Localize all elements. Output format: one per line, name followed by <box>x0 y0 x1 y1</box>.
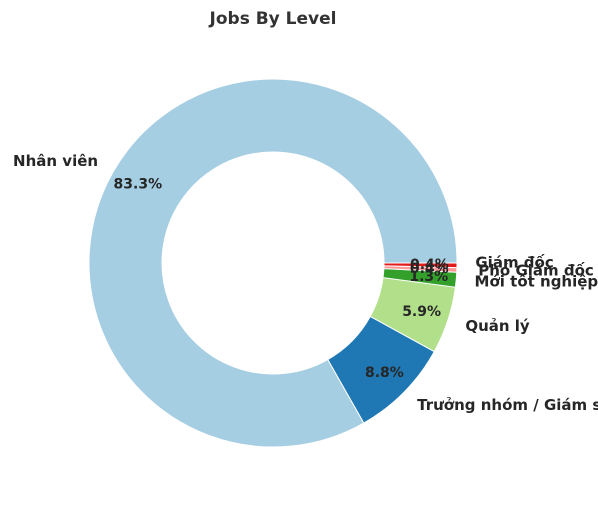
pct-label-quan-ly: 5.9% <box>402 304 441 320</box>
percent-labels-group: 83.3% 8.8% 5.9% 1.3%0.4%0.4% <box>114 176 449 381</box>
slice-nhan-vien <box>88 78 458 448</box>
category-labels-group: Nhân viên Trưởng nhóm / Giám sát Quản lý Mớ… <box>13 152 598 414</box>
category-label-quan-ly: Quản lý <box>465 317 530 335</box>
category-label-giam-doc: Giám đốc <box>475 253 553 272</box>
pct-label-giam-doc: 0.4% <box>410 257 449 273</box>
category-label-moi-tot-nghiep: Mới tốt nghiệp <box>475 271 598 290</box>
slice-giam-doc <box>383 262 458 269</box>
chart-title: Jobs By Level <box>209 9 337 29</box>
pct-label-truong-nhom-giam-sat: 8.8% <box>365 365 404 381</box>
slices-group <box>88 78 458 448</box>
category-label-pho-giam-doc: Phó Giám đốc <box>478 261 594 280</box>
pct-label-moi-tot-nghiep: 1.3% <box>409 269 448 285</box>
pct-label-pho-giam-doc: 0.4% <box>410 261 449 277</box>
pct-label-nhan-vien: 83.3% <box>114 176 163 192</box>
category-label-nhan-vien: Nhân viên <box>13 152 98 170</box>
category-label-truong-nhom-giam-sat: Trưởng nhóm / Giám sát <box>417 396 598 414</box>
